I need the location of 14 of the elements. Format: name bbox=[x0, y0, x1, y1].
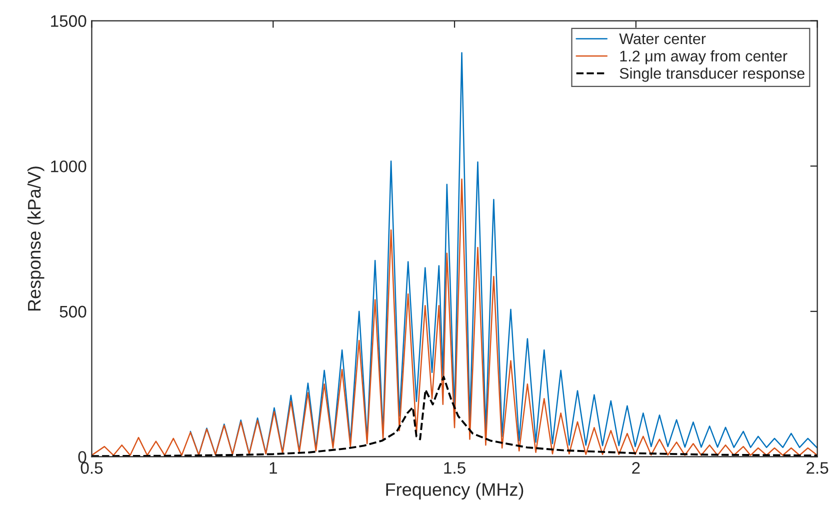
x-tick-label: 1.5 bbox=[444, 462, 466, 474]
x-tick-label: 1 bbox=[270, 462, 277, 474]
legend-label: Water center bbox=[619, 34, 706, 44]
legend-label: 1.2 μm away from center bbox=[620, 50, 788, 65]
y-tick-label: 1500 bbox=[51, 15, 86, 27]
y-axis-title: Response (kPa/V) bbox=[27, 166, 44, 311]
legend-label: Single transducer response bbox=[620, 68, 804, 82]
y-tick-label: 500 bbox=[60, 306, 86, 318]
y-tick-label: 1000 bbox=[51, 160, 86, 172]
y-tick-label: 0 bbox=[78, 451, 86, 463]
x-tick-label: 0.5 bbox=[80, 462, 103, 474]
x-axis-title: Frequency (MHz) bbox=[386, 482, 524, 500]
x-tick-label: 2.5 bbox=[806, 462, 828, 474]
x-tick-label: 2 bbox=[632, 462, 640, 474]
